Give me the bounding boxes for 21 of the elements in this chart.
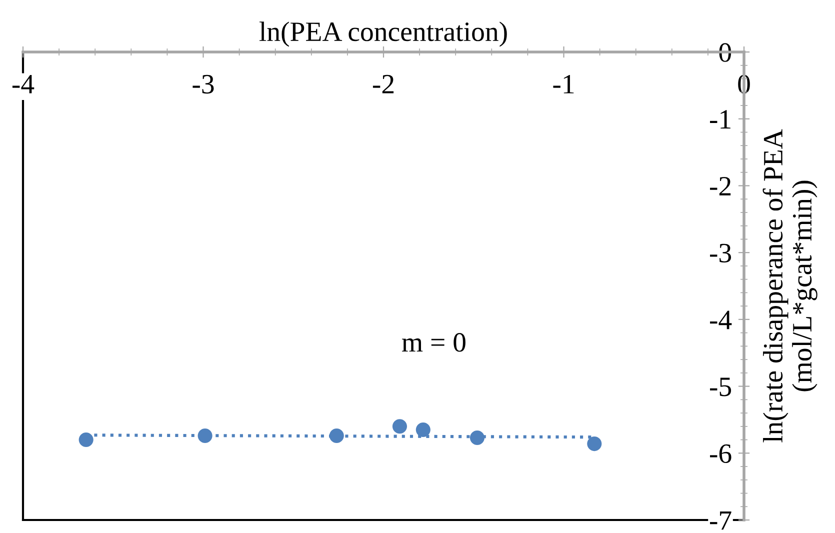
y-tick-label: -1	[710, 110, 730, 128]
y-axis-title: ln(rate disapperance of PEA (mol/L*gcat*min))	[762, 129, 818, 442]
x-axis-title: ln(PEA concentration)	[259, 22, 507, 47]
point	[329, 428, 344, 444]
x-tick-label: -4	[12, 75, 34, 94]
x-tick-label: -3	[192, 74, 214, 94]
point	[587, 436, 602, 452]
y-tick-label: -6	[710, 444, 732, 464]
annotation: m = 0	[402, 333, 466, 352]
point	[392, 419, 408, 434]
point	[78, 432, 94, 448]
y-tick-label: -3	[710, 244, 732, 262]
y-tick-label: -4	[710, 310, 732, 330]
point	[416, 422, 430, 438]
point	[470, 430, 485, 446]
point	[198, 428, 212, 444]
x-tick-label: -2	[372, 74, 394, 94]
y-tick-label: -7	[710, 511, 732, 530]
y-tick-label: -2	[710, 176, 731, 196]
x-tick-label: -1	[553, 74, 574, 94]
y-tick-label: -5	[710, 378, 732, 396]
